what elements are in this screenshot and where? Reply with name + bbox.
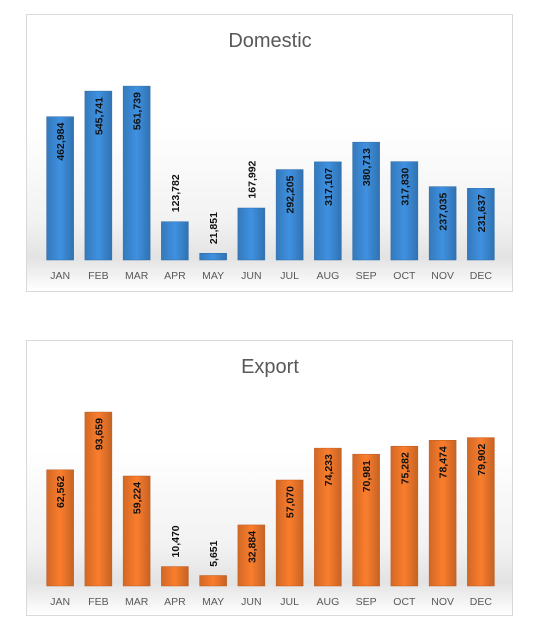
x-tick-label: DEC — [470, 270, 493, 282]
chart-title: Export — [241, 356, 299, 378]
data-label: 10,470 — [170, 525, 182, 557]
x-tick-label: AUG — [316, 596, 339, 608]
data-label: 545,741 — [93, 97, 105, 135]
data-label: 93,659 — [93, 418, 105, 450]
bar — [200, 576, 227, 586]
data-label: 292,205 — [285, 175, 297, 213]
x-tick-label: MAR — [125, 270, 149, 282]
domestic-chart-svg: Domestic 462,984 JAN 545,741 FEB 561,739 MAR 1… — [27, 15, 513, 292]
data-label: 167,992 — [246, 160, 258, 198]
data-label: 231,637 — [476, 194, 488, 232]
data-label: 380,713 — [361, 148, 373, 186]
bar — [238, 208, 265, 260]
data-label: 123,782 — [170, 174, 182, 212]
x-tick-label: MAY — [202, 270, 224, 282]
x-tick-label: JAN — [50, 596, 70, 608]
x-tick-label: NOV — [431, 596, 454, 608]
data-label: 57,070 — [285, 486, 297, 518]
x-tick-label: APR — [164, 596, 186, 608]
chart-title: Domestic — [228, 30, 311, 52]
x-tick-label: JUN — [241, 270, 261, 282]
export-chart: Export 62,562 JAN 93,659 FEB 59,224 MAR 10,470… — [26, 340, 513, 616]
export-chart-svg: Export 62,562 JAN 93,659 FEB 59,224 MAR 10,470… — [27, 341, 513, 616]
domestic-plot-area: 462,984 JAN 545,741 FEB 561,739 MAR 123,782 APR… — [47, 86, 495, 282]
x-tick-label: MAY — [202, 596, 224, 608]
x-tick-label: OCT — [393, 596, 416, 608]
data-label: 5,651 — [208, 540, 220, 566]
bar — [161, 567, 188, 586]
data-label: 74,233 — [323, 454, 335, 486]
x-tick-label: AUG — [316, 270, 339, 282]
data-label: 70,981 — [361, 460, 373, 492]
x-tick-label: JUL — [280, 270, 299, 282]
data-label: 561,739 — [132, 92, 144, 130]
data-label: 317,107 — [323, 168, 335, 206]
x-tick-label: SEP — [356, 596, 377, 608]
x-tick-label: OCT — [393, 270, 416, 282]
x-tick-label: JUL — [280, 596, 299, 608]
data-label: 79,902 — [476, 443, 488, 475]
data-label: 237,035 — [438, 192, 450, 230]
data-label: 32,884 — [246, 531, 258, 563]
data-label: 78,474 — [438, 446, 450, 478]
export-plot-area: 62,562 JAN 93,659 FEB 59,224 MAR 10,470 APR 5,65… — [47, 412, 495, 608]
x-tick-label: FEB — [88, 596, 108, 608]
data-label: 21,851 — [208, 212, 220, 244]
x-tick-label: APR — [164, 270, 186, 282]
x-tick-label: MAR — [125, 596, 149, 608]
bar — [200, 253, 227, 260]
data-label: 62,562 — [55, 476, 67, 508]
x-tick-label: FEB — [88, 270, 108, 282]
domestic-chart: Domestic 462,984 JAN 545,741 FEB 561,739 MAR 1… — [26, 14, 513, 292]
bar — [161, 222, 188, 260]
x-tick-label: JAN — [50, 270, 70, 282]
data-label: 317,830 — [399, 167, 411, 205]
x-tick-label: NOV — [431, 270, 454, 282]
x-tick-label: SEP — [356, 270, 377, 282]
x-tick-label: DEC — [470, 596, 493, 608]
x-tick-label: JUN — [241, 596, 261, 608]
data-label: 462,984 — [55, 123, 67, 161]
data-label: 59,224 — [132, 482, 144, 514]
data-label: 75,282 — [399, 452, 411, 484]
